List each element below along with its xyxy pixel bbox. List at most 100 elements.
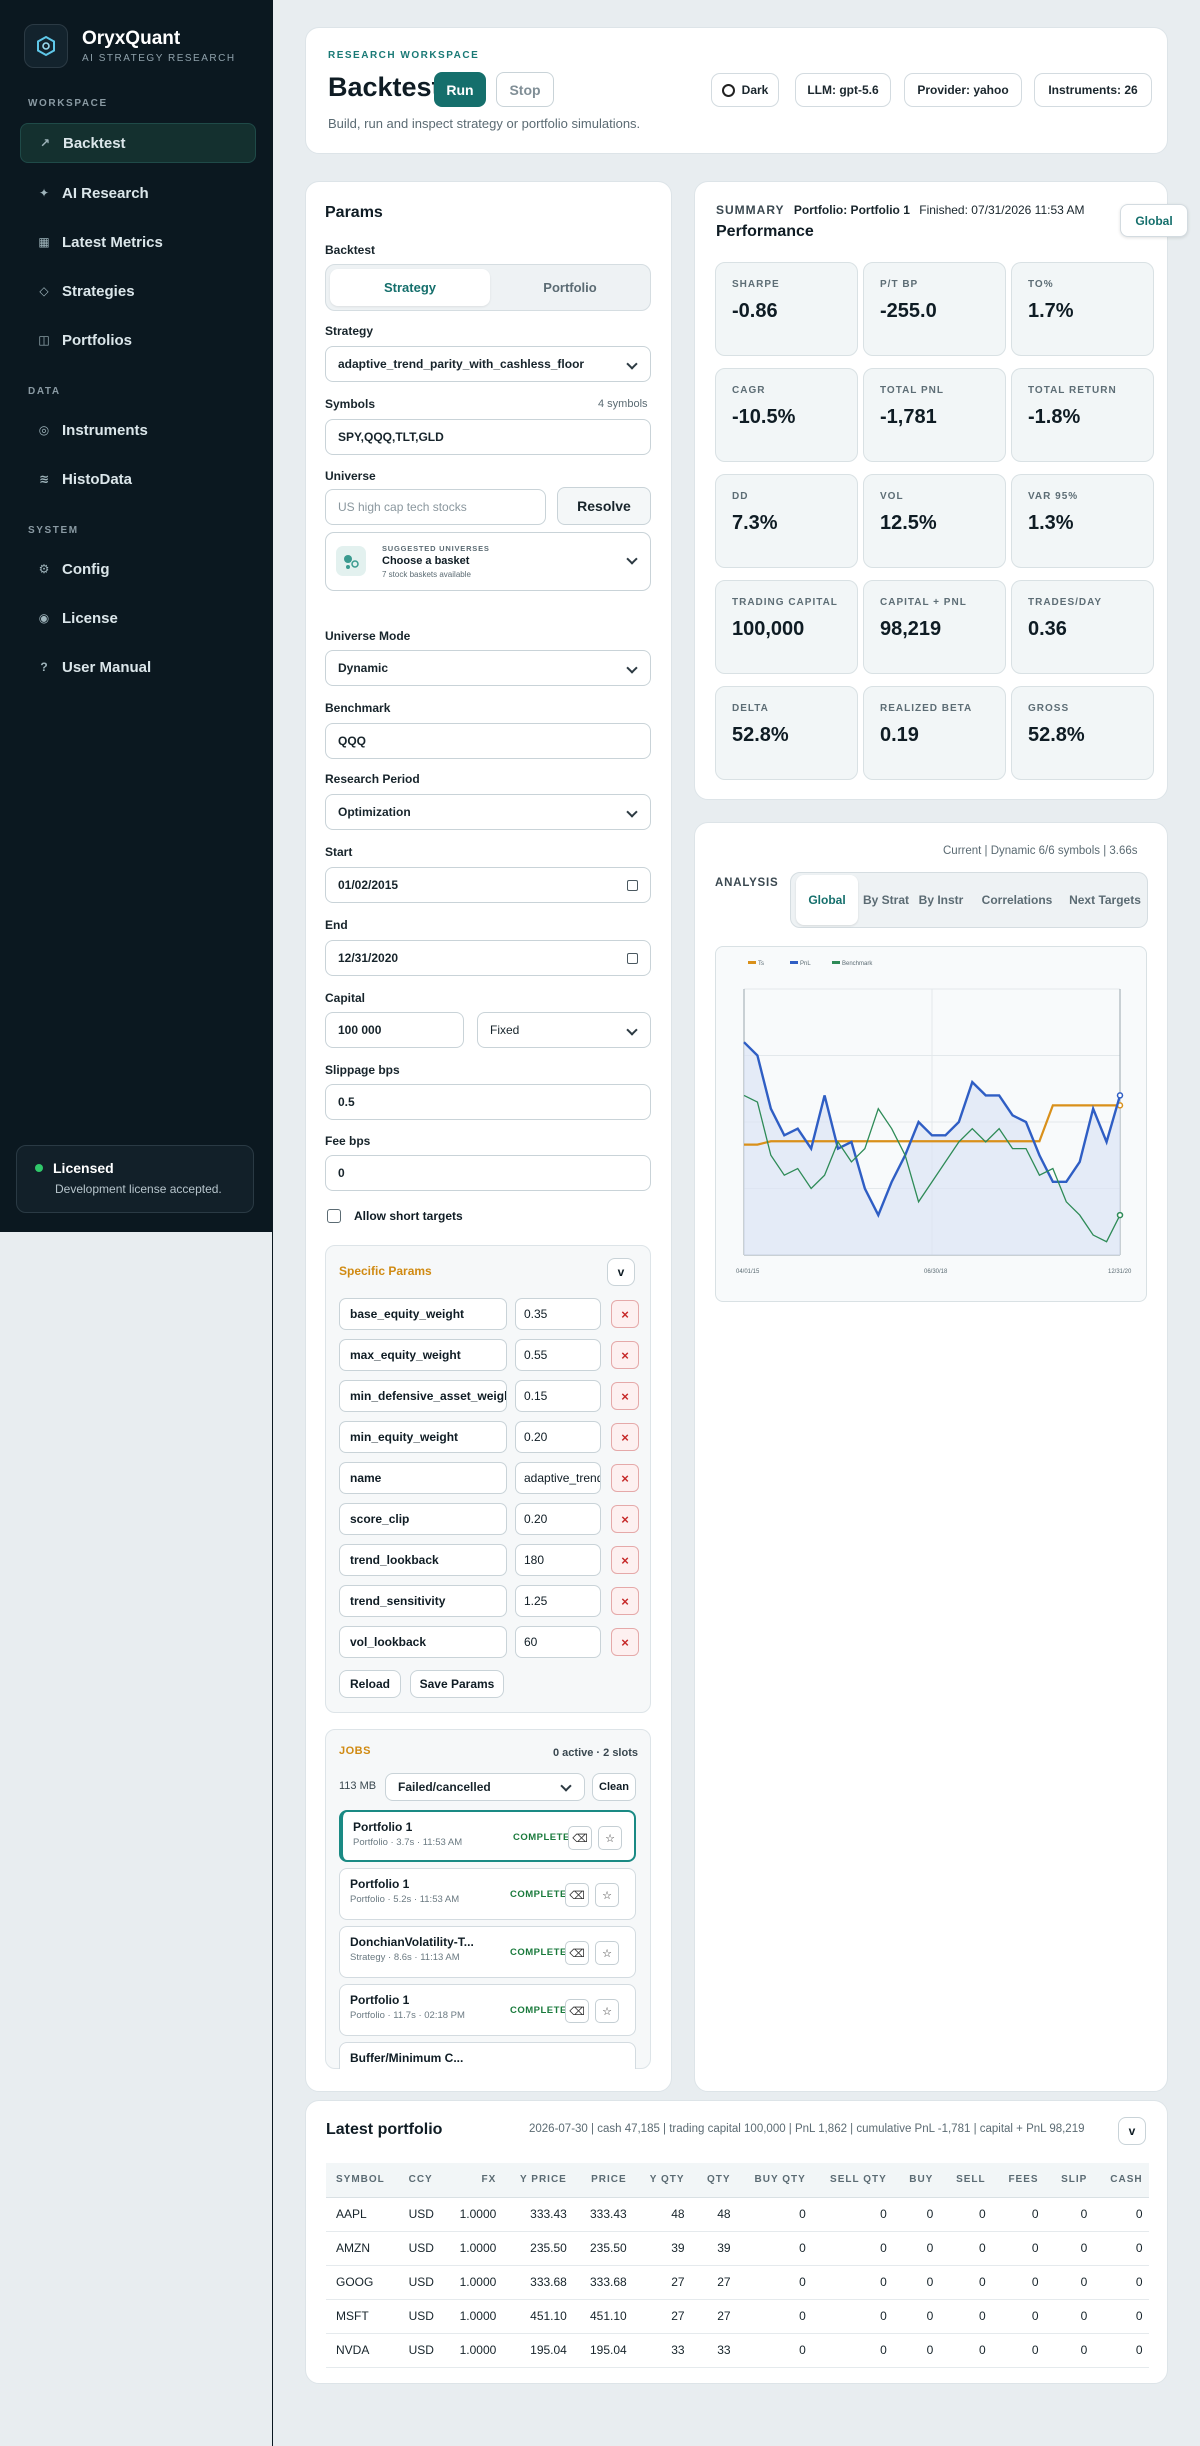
delete-job-icon[interactable]: ⌫ xyxy=(565,1999,589,2023)
star-job-icon[interactable]: ☆ xyxy=(595,1999,619,2023)
remove-param-button[interactable]: × xyxy=(611,1423,639,1451)
research-period-select[interactable]: Optimization xyxy=(325,794,651,830)
sidebar-item-portfolios[interactable]: ◫ Portfolios xyxy=(20,320,256,360)
table-cell: 0 xyxy=(943,2197,996,2232)
param-key-input[interactable]: name xyxy=(339,1462,507,1494)
benchmark-input[interactable]: QQQ xyxy=(325,723,651,759)
param-value-input[interactable]: 60 xyxy=(515,1626,601,1658)
remove-param-button[interactable]: × xyxy=(611,1464,639,1492)
job-item[interactable]: Portfolio 1 Portfolio · 3.7s · 11:53 AM CO… xyxy=(339,1810,636,1862)
resolve-button[interactable]: Resolve xyxy=(557,487,651,525)
param-value-input[interactable]: 0.15 xyxy=(515,1380,601,1412)
universe-mode-select[interactable]: Dynamic xyxy=(325,650,651,686)
star-job-icon[interactable]: ☆ xyxy=(595,1883,619,1907)
param-key-input[interactable]: base_equity_weight xyxy=(339,1298,507,1330)
sidebar-item-backtest[interactable]: ↗ Backtest xyxy=(20,123,256,163)
delete-job-icon[interactable]: ⌫ xyxy=(565,1941,589,1965)
remove-param-button[interactable]: × xyxy=(611,1587,639,1615)
table-row[interactable]: MSFTUSD1.0000451.10451.102727000000012,1… xyxy=(326,2299,1149,2334)
remove-param-button[interactable]: × xyxy=(611,1546,639,1574)
param-value-input[interactable]: 1.25 xyxy=(515,1585,601,1617)
reload-button[interactable]: Reload xyxy=(339,1670,401,1698)
param-value-input[interactable]: 0.20 xyxy=(515,1421,601,1453)
metric-label: TOTAL PNL xyxy=(880,385,944,396)
param-key-input[interactable]: vol_lookback xyxy=(339,1626,507,1658)
capital-mode-select[interactable]: Fixed xyxy=(477,1012,651,1048)
fee-input[interactable]: 0 xyxy=(325,1155,651,1191)
strategy-select[interactable]: adaptive_trend_parity_with_cashless_floo… xyxy=(325,346,651,382)
symbols-input[interactable]: SPY,QQQ,TLT,GLD xyxy=(325,419,651,455)
param-key-input[interactable]: min_equity_weight xyxy=(339,1421,507,1453)
tab-portfolio[interactable]: Portfolio xyxy=(543,280,597,295)
star-job-icon[interactable]: ☆ xyxy=(595,1941,619,1965)
save-params-button[interactable]: Save Params xyxy=(410,1670,504,1698)
param-key-input[interactable]: min_defensive_asset_weight xyxy=(339,1380,507,1412)
sidebar-item-latest-metrics[interactable]: ▦ Latest Metrics xyxy=(20,222,256,262)
job-item[interactable]: Portfolio 1 Portfolio · 5.2s · 11:53 AM CO… xyxy=(339,1868,636,1920)
remove-param-button[interactable]: × xyxy=(611,1341,639,1369)
remove-param-button[interactable]: × xyxy=(611,1300,639,1328)
clean-button[interactable]: Clean xyxy=(592,1773,636,1801)
job-item[interactable]: DonchianVolatility-T... Strategy · 8.6s ·… xyxy=(339,1926,636,1978)
param-key-input[interactable]: trend_sensitivity xyxy=(339,1585,507,1617)
table-cell: 333.43 xyxy=(506,2197,577,2232)
table-row[interactable]: AAPLUSD1.0000333.43333.434848000000016,0… xyxy=(326,2197,1149,2232)
table-cell: 0 xyxy=(995,2197,1049,2232)
tab-global[interactable]: Global xyxy=(796,875,858,925)
suggested-universes[interactable]: SUGGESTED UNIVERSES Choose a basket 7 st… xyxy=(325,532,651,591)
run-button[interactable]: Run xyxy=(434,72,486,107)
jobs-status: 0 active · 2 slots xyxy=(553,1747,638,1759)
provider-badge[interactable]: Provider: yahoo xyxy=(904,73,1022,107)
start-date-input[interactable]: 01/02/2015 xyxy=(325,867,651,903)
stop-button[interactable]: Stop xyxy=(496,72,554,107)
specific-params-toggle[interactable]: v xyxy=(607,1258,635,1286)
jobs-size: 113 MB xyxy=(339,1780,377,1792)
remove-param-button[interactable]: × xyxy=(611,1382,639,1410)
sidebar-item-ai-research[interactable]: ✦ AI Research xyxy=(20,173,256,213)
sidebar-item-license[interactable]: ◉ License xyxy=(20,598,256,638)
sidebar-item-strategies[interactable]: ◇ Strategies xyxy=(20,271,256,311)
scope-global-button[interactable]: Global xyxy=(1120,204,1188,237)
metric-label: TOTAL RETURN xyxy=(1028,385,1117,396)
instruments-badge[interactable]: Instruments: 26 xyxy=(1034,73,1152,107)
job-item[interactable]: Buffer/Minimum C... xyxy=(339,2042,636,2069)
param-value-input[interactable]: 180 xyxy=(515,1544,601,1576)
star-job-icon[interactable]: ☆ xyxy=(598,1826,622,1850)
param-key-input[interactable]: trend_lookback xyxy=(339,1544,507,1576)
job-item[interactable]: Portfolio 1 Portfolio · 11.7s · 02:18 PM C… xyxy=(339,1984,636,2036)
remove-param-button[interactable]: × xyxy=(611,1505,639,1533)
sidebar-item-instruments[interactable]: ◎ Instruments xyxy=(20,410,256,450)
sidebar-item-config[interactable]: ⚙ Config xyxy=(20,549,256,589)
tab-strategy[interactable]: Strategy xyxy=(330,269,490,306)
param-value-input[interactable]: 0.55 xyxy=(515,1339,601,1371)
remove-param-button[interactable]: × xyxy=(611,1628,639,1656)
param-value-input[interactable]: 0.20 xyxy=(515,1503,601,1535)
tab-by-strat[interactable]: By Strat xyxy=(862,892,909,907)
llm-badge[interactable]: LLM: gpt-5.6 xyxy=(795,73,891,107)
tab-next-targets[interactable]: Next Targets xyxy=(1069,892,1141,907)
moon-icon xyxy=(721,83,735,97)
latest-portfolio-toggle[interactable]: v xyxy=(1118,2117,1146,2145)
end-date-input[interactable]: 12/31/2020 xyxy=(325,940,651,976)
allow-short-checkbox[interactable] xyxy=(327,1209,341,1223)
slippage-input[interactable]: 0.5 xyxy=(325,1084,651,1120)
tab-correlations[interactable]: Correlations xyxy=(981,892,1053,907)
param-key-input[interactable]: max_equity_weight xyxy=(339,1339,507,1371)
tab-by-instr[interactable]: By Instr xyxy=(918,892,964,907)
sidebar-item-user-manual[interactable]: ? User Manual xyxy=(20,647,256,687)
delete-job-icon[interactable]: ⌫ xyxy=(565,1883,589,1907)
param-value-input[interactable]: 0.35 xyxy=(515,1298,601,1330)
jobs-filter-select[interactable]: Failed/cancelled xyxy=(385,1773,585,1801)
sidebar-item-histodata[interactable]: ≋ HistoData xyxy=(20,459,256,499)
theme-toggle[interactable]: Dark xyxy=(711,73,779,107)
capital-input[interactable]: 100 000 xyxy=(325,1012,464,1048)
universe-input[interactable]: US high cap tech stocks xyxy=(325,489,546,525)
delete-job-icon[interactable]: ⌫ xyxy=(568,1826,592,1850)
param-key-input[interactable]: score_clip xyxy=(339,1503,507,1535)
param-value-input[interactable]: adaptive_trend_parity_with_cashless_floo… xyxy=(515,1462,601,1494)
chevron-down-icon xyxy=(626,553,638,565)
badge-icon: ◉ xyxy=(38,611,50,625)
